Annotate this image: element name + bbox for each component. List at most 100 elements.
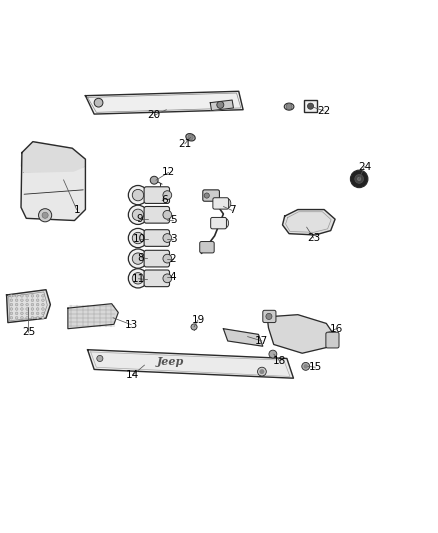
FancyBboxPatch shape <box>144 187 170 204</box>
Polygon shape <box>267 314 333 353</box>
Text: 17: 17 <box>255 336 268 346</box>
Circle shape <box>217 101 224 108</box>
Circle shape <box>150 176 158 184</box>
Ellipse shape <box>222 219 229 228</box>
Circle shape <box>26 299 28 302</box>
Circle shape <box>42 295 44 297</box>
Circle shape <box>350 170 368 188</box>
Text: 7: 7 <box>229 205 236 215</box>
Text: 25: 25 <box>22 327 35 337</box>
Circle shape <box>36 303 39 306</box>
Circle shape <box>31 295 34 297</box>
Circle shape <box>42 308 44 310</box>
Text: 24: 24 <box>358 161 371 172</box>
Circle shape <box>355 174 364 183</box>
Circle shape <box>31 312 34 314</box>
Text: 2: 2 <box>170 254 177 264</box>
Text: 13: 13 <box>125 320 138 330</box>
Circle shape <box>266 313 272 319</box>
Circle shape <box>163 211 172 219</box>
Ellipse shape <box>186 134 195 141</box>
Circle shape <box>163 254 172 263</box>
Circle shape <box>128 185 148 205</box>
FancyBboxPatch shape <box>213 198 229 209</box>
Circle shape <box>163 274 172 282</box>
Circle shape <box>128 205 148 224</box>
Circle shape <box>31 317 34 319</box>
Circle shape <box>26 317 28 319</box>
Circle shape <box>132 253 144 264</box>
Circle shape <box>258 367 266 376</box>
Circle shape <box>357 177 361 181</box>
Circle shape <box>10 295 13 297</box>
FancyBboxPatch shape <box>144 206 170 223</box>
Text: 11: 11 <box>132 274 145 284</box>
Circle shape <box>188 135 193 140</box>
Circle shape <box>128 229 148 248</box>
Circle shape <box>31 299 34 302</box>
Circle shape <box>94 98 103 107</box>
Polygon shape <box>210 100 233 110</box>
Circle shape <box>302 362 310 370</box>
Circle shape <box>163 233 172 243</box>
Circle shape <box>21 303 23 306</box>
Circle shape <box>36 312 39 314</box>
Polygon shape <box>68 304 118 329</box>
Circle shape <box>10 317 13 319</box>
Circle shape <box>15 308 18 310</box>
Text: 6: 6 <box>161 195 168 205</box>
Circle shape <box>21 312 23 314</box>
FancyBboxPatch shape <box>263 310 276 322</box>
FancyBboxPatch shape <box>326 332 339 348</box>
Circle shape <box>21 299 23 302</box>
Text: 19: 19 <box>191 315 205 325</box>
Circle shape <box>204 193 209 198</box>
FancyBboxPatch shape <box>200 241 214 253</box>
Circle shape <box>36 295 39 297</box>
Text: 3: 3 <box>170 235 177 244</box>
Circle shape <box>31 308 34 310</box>
Circle shape <box>10 299 13 302</box>
Circle shape <box>304 365 307 368</box>
Circle shape <box>36 308 39 310</box>
Ellipse shape <box>224 199 231 208</box>
Polygon shape <box>223 329 263 346</box>
Polygon shape <box>21 142 85 172</box>
Circle shape <box>36 317 39 319</box>
FancyBboxPatch shape <box>144 251 170 267</box>
Circle shape <box>15 295 18 297</box>
Text: 12: 12 <box>162 167 175 177</box>
Circle shape <box>191 324 197 330</box>
FancyBboxPatch shape <box>144 270 170 287</box>
Text: 10: 10 <box>133 234 146 244</box>
FancyBboxPatch shape <box>144 230 170 246</box>
Circle shape <box>42 312 44 314</box>
Text: 18: 18 <box>273 356 286 366</box>
Text: 16: 16 <box>330 324 343 334</box>
Circle shape <box>10 303 13 306</box>
Circle shape <box>31 303 34 306</box>
Circle shape <box>269 350 277 358</box>
Text: 21: 21 <box>178 139 191 149</box>
Circle shape <box>21 295 23 297</box>
Text: 22: 22 <box>318 106 331 116</box>
Circle shape <box>128 249 148 268</box>
Circle shape <box>36 299 39 302</box>
Text: 5: 5 <box>170 215 177 224</box>
Circle shape <box>128 269 148 288</box>
Circle shape <box>15 303 18 306</box>
Circle shape <box>132 209 144 221</box>
Polygon shape <box>283 209 335 235</box>
Circle shape <box>15 317 18 319</box>
Text: 9: 9 <box>136 214 143 224</box>
FancyBboxPatch shape <box>203 190 219 201</box>
Circle shape <box>97 356 103 361</box>
Circle shape <box>21 308 23 310</box>
Circle shape <box>42 299 44 302</box>
Circle shape <box>132 273 144 284</box>
Polygon shape <box>7 290 50 322</box>
Text: 20: 20 <box>148 110 161 120</box>
Circle shape <box>21 317 23 319</box>
Polygon shape <box>21 142 85 221</box>
Text: 23: 23 <box>307 233 320 243</box>
